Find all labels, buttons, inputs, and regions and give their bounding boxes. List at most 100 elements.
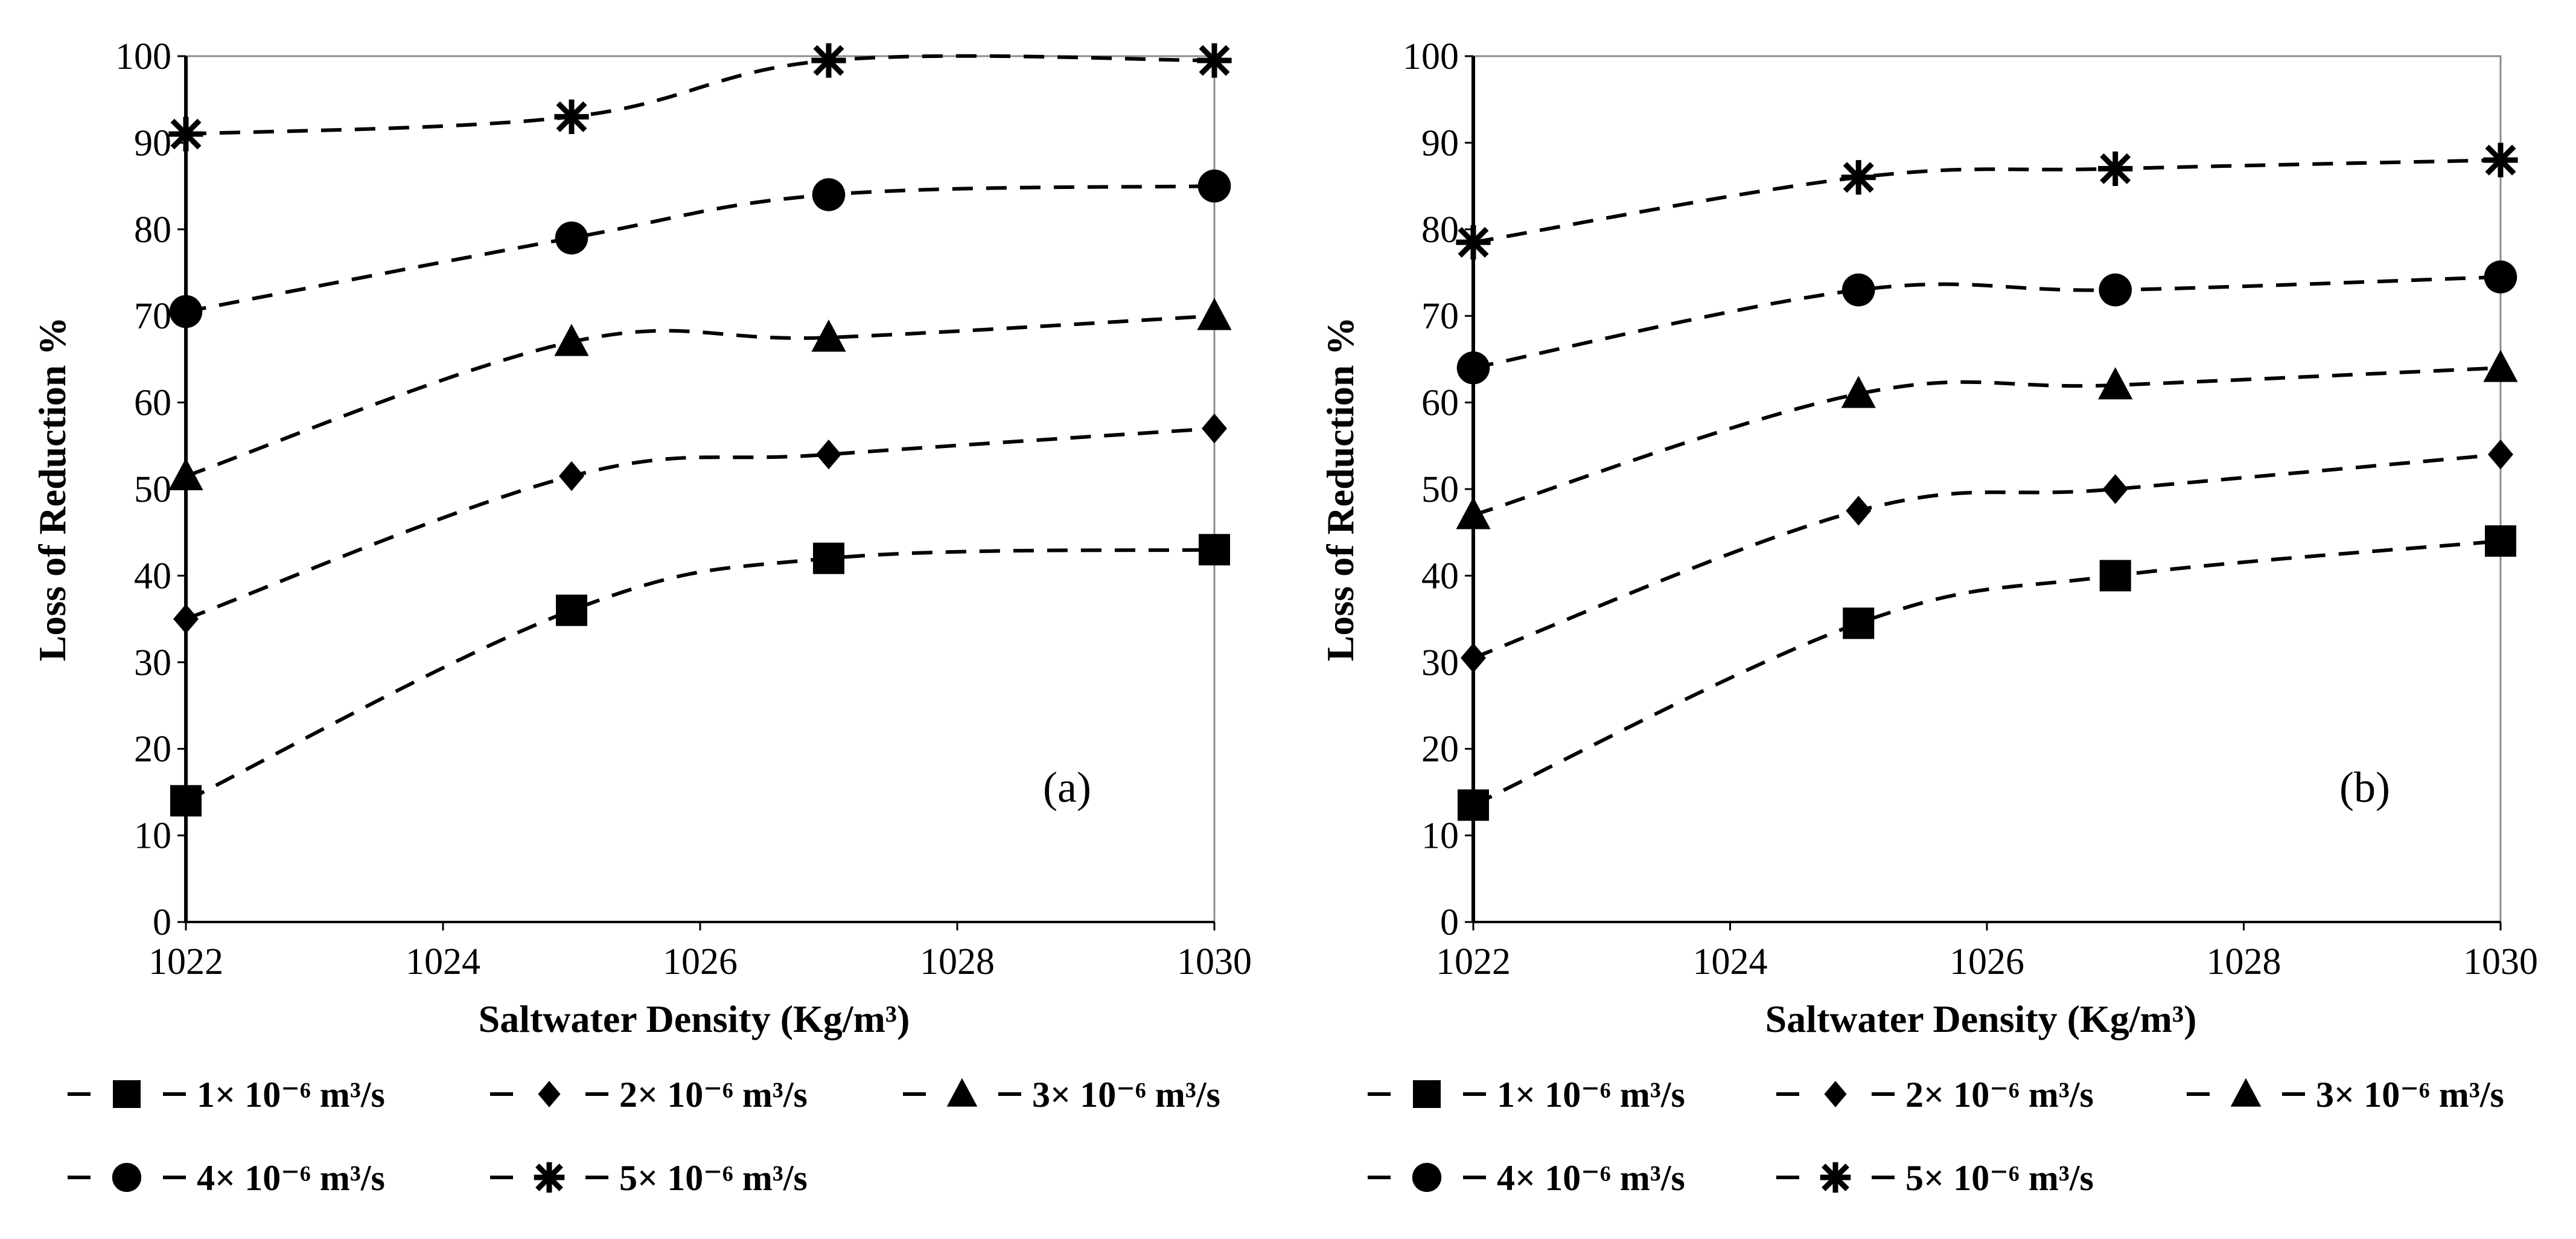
y-tick-label: 0: [1440, 902, 1459, 943]
series-4: [169, 169, 1231, 328]
legend-item: 3× 10⁻⁶ m³/s: [903, 1075, 1220, 1115]
data-point-star: [554, 99, 589, 134]
data-point-diamond: [1202, 413, 1227, 444]
series-line: [1472, 539, 2501, 807]
y-tick-label: 80: [1421, 210, 1459, 251]
legend-marker-star-bar-d2: [535, 1164, 563, 1191]
legend-label: 4× 10⁻⁶ m³/s: [1497, 1158, 1685, 1198]
y-tick-label: 20: [134, 729, 171, 770]
data-point-diamond: [173, 604, 199, 634]
legend: 1× 10⁻⁶ m³/s 2× 10⁻⁶ m³/s 3× 10⁻⁶ m³/s 4× 1…: [68, 1075, 1220, 1198]
data-point-square: [556, 594, 587, 626]
data-point-diamond: [559, 461, 584, 491]
data-point-diamond: [2102, 474, 2128, 504]
data-point-triangle: [1456, 497, 1491, 530]
data-point-circle: [812, 178, 846, 211]
y-tick-label: 20: [1421, 729, 1459, 770]
data-point-star: [1456, 225, 1491, 260]
legend-marker-circle: [1412, 1162, 1442, 1193]
data-point-circle: [169, 295, 203, 328]
chart-panel-b: 0 10 20 30 40 50 60 70 80 90 100 1022 1024 1026 1028 10…: [1319, 36, 2538, 1198]
legend-marker-diamond: [1824, 1081, 1847, 1107]
legend-label: 3× 10⁻⁶ m³/s: [1032, 1075, 1220, 1115]
series-line: [185, 426, 1215, 621]
data-point-star: [1841, 160, 1876, 195]
legend-item: 5× 10⁻⁶ m³/s: [490, 1158, 808, 1198]
data-point-star-bar-d2: [2100, 153, 2131, 184]
y-tick-label: 50: [1421, 469, 1459, 510]
data-point-triangle: [554, 324, 589, 356]
panel-label: (b): [2339, 763, 2390, 812]
y-axis-title: Loss of Reduction %: [1319, 317, 1362, 662]
x-axis-title: Saltwater Density (Kg/m³): [479, 997, 910, 1040]
data-point-star: [2098, 151, 2133, 187]
series-line: [185, 548, 1215, 802]
legend-marker-circle: [112, 1162, 142, 1193]
data-point-circle: [2484, 260, 2517, 293]
x-tick-label: 1026: [1950, 941, 2024, 982]
series-4: [1456, 260, 2517, 385]
legend: 1× 10⁻⁶ m³/s 2× 10⁻⁶ m³/s 3× 10⁻⁶ m³/s 4× 1…: [1368, 1075, 2504, 1198]
data-point-star-bar-d2: [556, 101, 587, 132]
series-2: [173, 413, 1227, 634]
data-point-star-bar-d2: [1458, 226, 1489, 258]
data-point-triangle: [2483, 350, 2518, 382]
data-point-circle: [2099, 273, 2132, 307]
data-point-square: [2485, 525, 2516, 557]
x-tick-label: 1022: [148, 941, 223, 982]
y-axis-title: Loss of Reduction %: [31, 317, 74, 662]
data-point-circle: [1197, 169, 1231, 203]
data-point-diamond: [1461, 642, 1486, 673]
data-point-star-bar-d2: [1843, 162, 1874, 193]
data-point-triangle: [1197, 298, 1232, 330]
y-tick-label: 30: [1421, 642, 1459, 684]
legend-item: 1× 10⁻⁶ m³/s: [1368, 1075, 1685, 1115]
legend-marker-diamond: [538, 1081, 561, 1107]
panel-label: (a): [1043, 763, 1091, 812]
y-tick-label: 10: [134, 816, 171, 857]
legend-marker-square: [1413, 1080, 1441, 1108]
data-point-square: [813, 542, 844, 574]
legend-item: 4× 10⁻⁶ m³/s: [1368, 1158, 1685, 1198]
x-tick-label: 1026: [663, 941, 738, 982]
series-line: [185, 184, 1215, 313]
legend-label: 2× 10⁻⁶ m³/s: [1905, 1075, 2094, 1115]
legend-label: 4× 10⁻⁶ m³/s: [197, 1158, 385, 1198]
series-line: [185, 314, 1215, 478]
data-point-star-bar-d2: [813, 45, 844, 76]
y-tick-label: 70: [134, 296, 171, 337]
data-point-star: [168, 117, 203, 152]
y-tick-label: 50: [134, 469, 171, 510]
data-point-square: [1199, 534, 1230, 566]
series-1: [1458, 525, 2516, 821]
legend-marker-star: [1820, 1162, 1851, 1193]
series-2: [1461, 439, 2513, 673]
chart-panel-a: 0 10 20 30 40 50 60 70 80 90 100 1022 1024 1026 1028 10…: [31, 36, 1252, 1198]
series-5: [168, 43, 1232, 152]
x-tick-label: 1024: [1693, 941, 1768, 982]
y-tick-label: 40: [1421, 555, 1459, 597]
y-tick-label: 100: [115, 36, 171, 77]
legend-label: 5× 10⁻⁶ m³/s: [619, 1158, 808, 1198]
x-tick-label: 1028: [2207, 941, 2281, 982]
y-tick-label: 60: [134, 383, 171, 424]
y-tick-label: 90: [1421, 123, 1459, 164]
y-tick-label: 30: [134, 642, 171, 684]
x-tick-label: 1028: [920, 941, 995, 982]
x-tick-label: 1024: [406, 941, 480, 982]
data-point-triangle: [168, 458, 203, 490]
legend-marker-star: [534, 1162, 565, 1193]
series-3: [1456, 350, 2518, 530]
data-point-star: [2483, 142, 2518, 178]
data-point-star-bar-d2: [1199, 45, 1230, 76]
series-5: [1456, 142, 2518, 260]
y-tick-label: 40: [134, 555, 171, 597]
data-point-star: [811, 43, 846, 78]
legend-label: 3× 10⁻⁶ m³/s: [2316, 1075, 2504, 1115]
series-line: [1473, 275, 2501, 370]
y-tick-label: 70: [1421, 296, 1459, 337]
legend-label: 2× 10⁻⁶ m³/s: [619, 1075, 808, 1115]
data-point-triangle: [2098, 367, 2133, 400]
y-tick-label: 10: [1421, 816, 1459, 857]
data-point-circle: [1841, 273, 1875, 307]
